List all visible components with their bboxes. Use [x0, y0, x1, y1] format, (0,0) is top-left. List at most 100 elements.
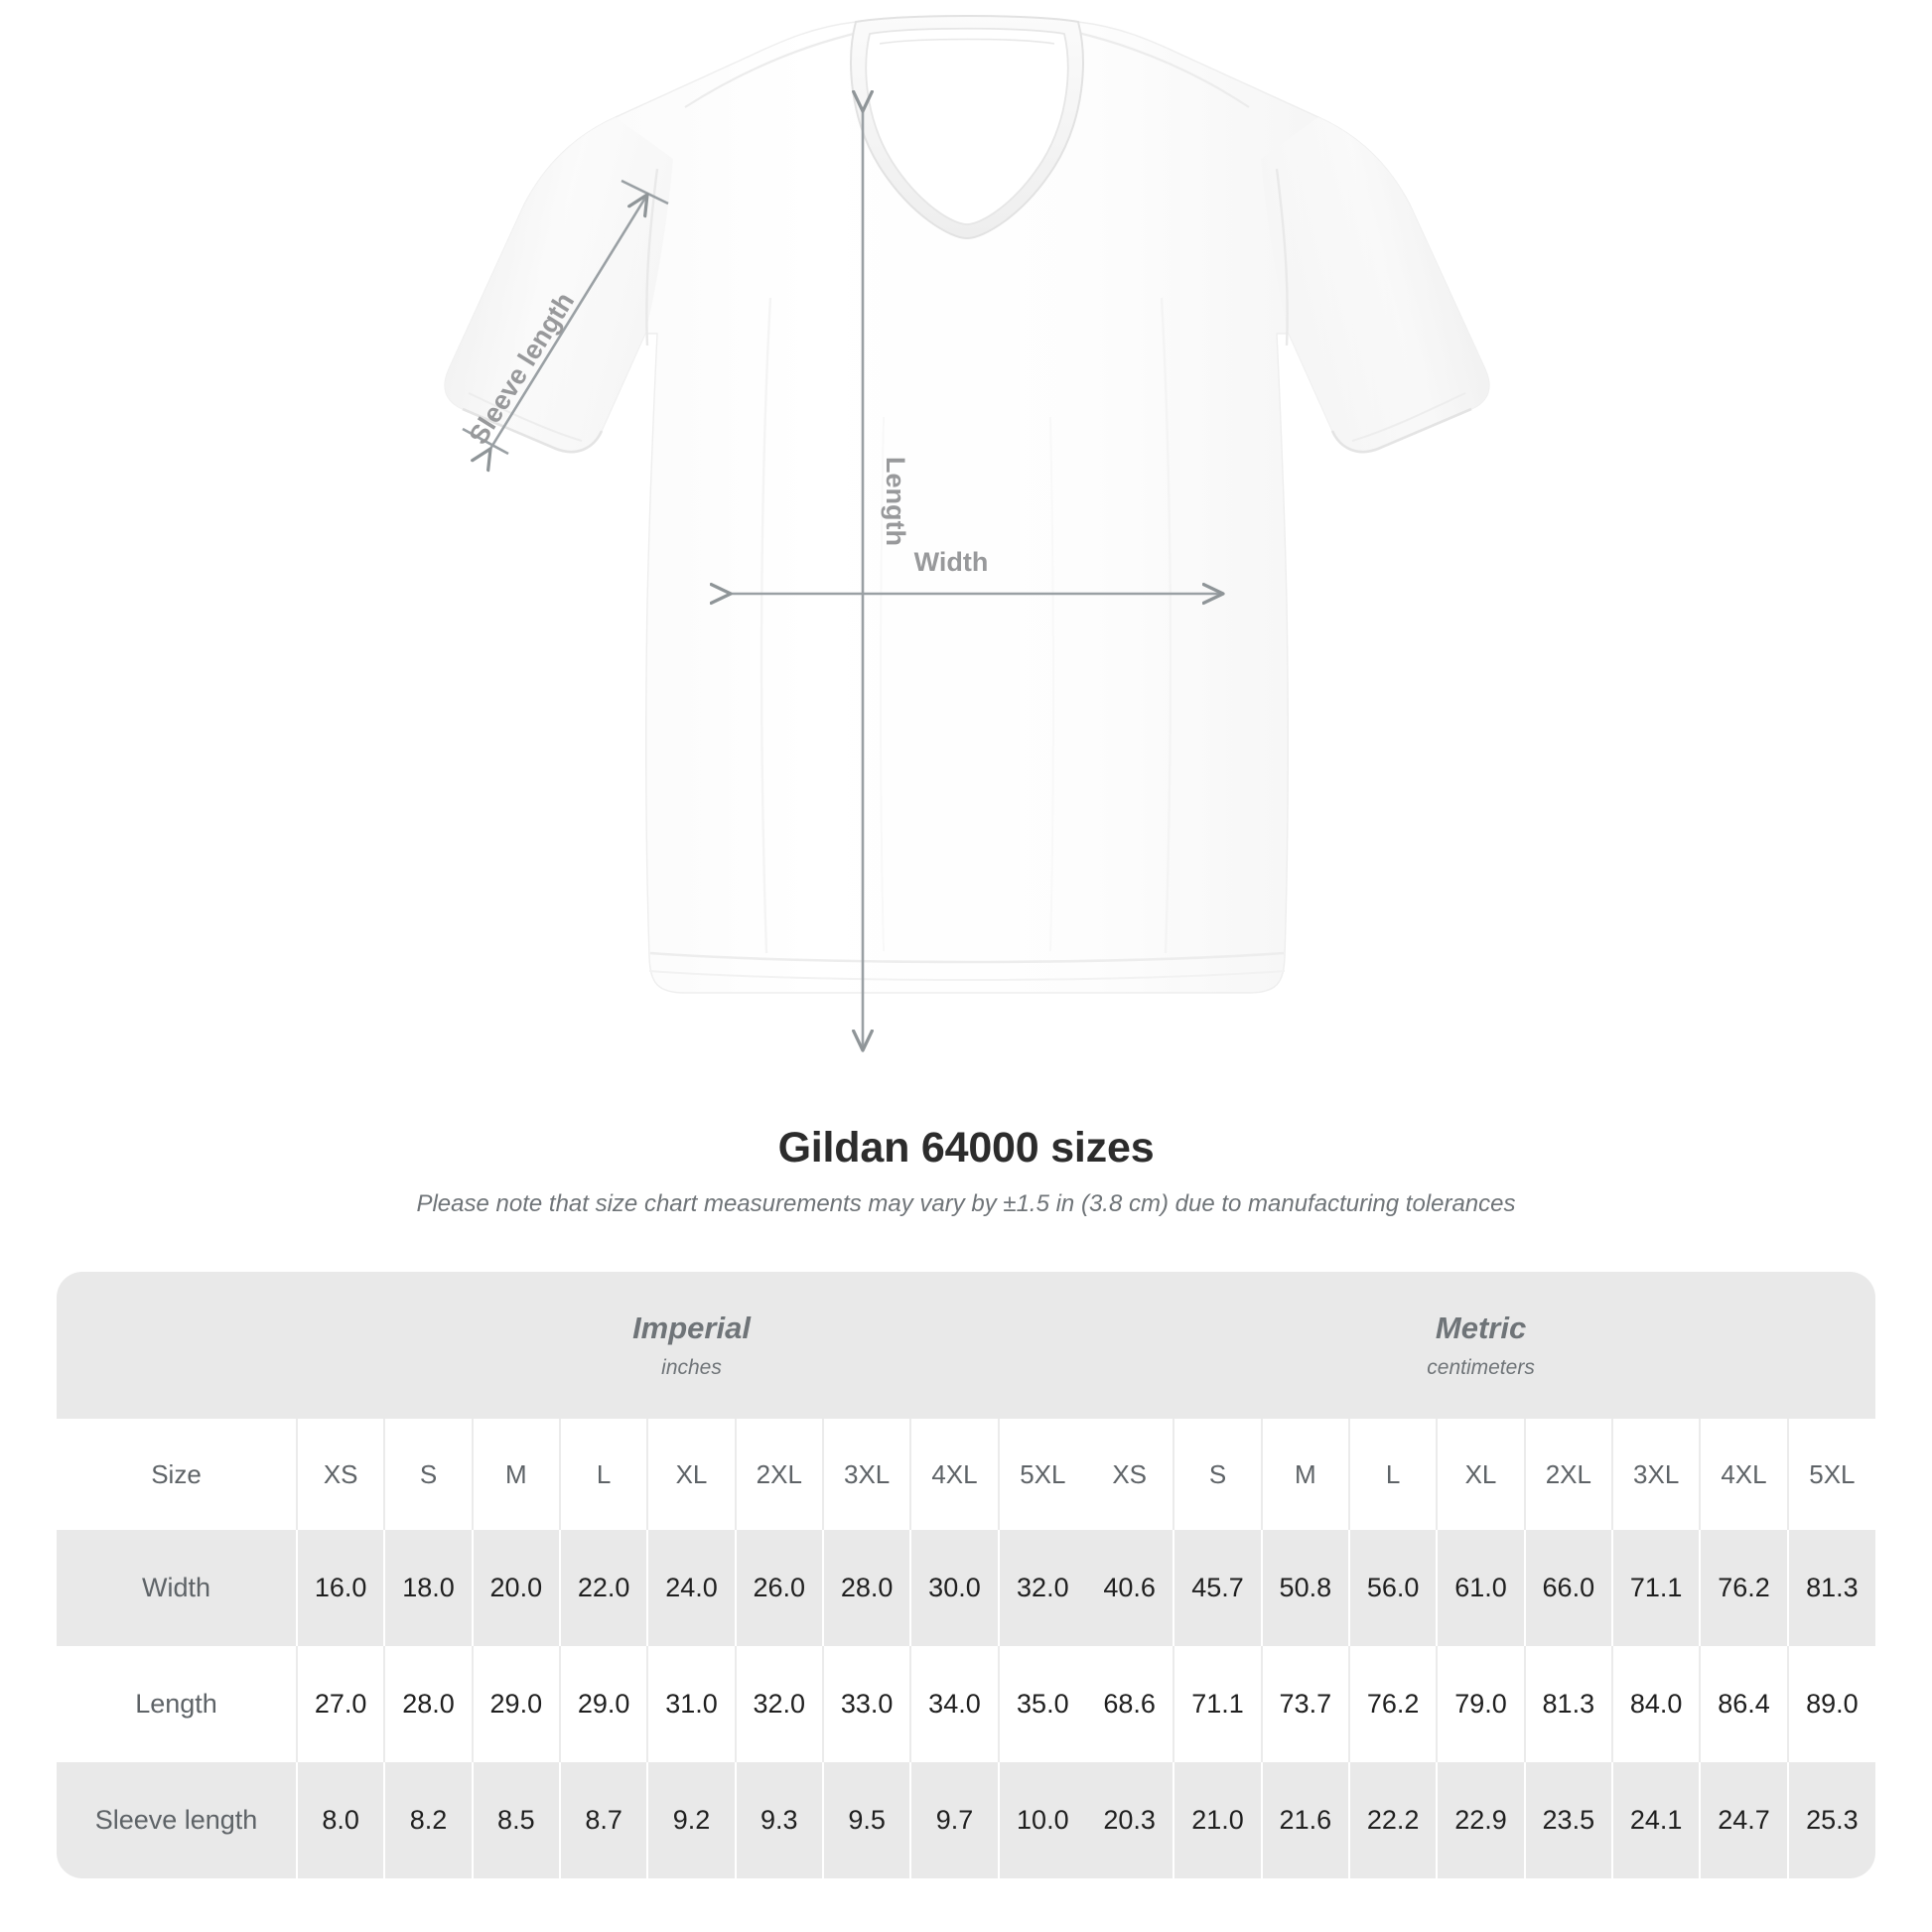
row-label-length: Length [57, 1646, 297, 1762]
cell-length-metric-l: 76.2 [1347, 1646, 1438, 1762]
tolerance-note: Please note that size chart measurements… [416, 1190, 1516, 1218]
cell-sleeve-metric-5xl: 25.3 [1786, 1762, 1876, 1878]
cell-width-metric-m: 50.8 [1260, 1530, 1349, 1646]
size-header-imperial-xs: XS [295, 1419, 385, 1530]
size-header-imperial-3xl: 3XL [821, 1419, 911, 1530]
tshirt-diagram: Length Width Sleeve length [444, 15, 1490, 1112]
table-row: Length 27.0 28.0 29.0 29.0 31.0 32.0 33.… [57, 1646, 1876, 1762]
page-title: Gildan 64000 sizes [777, 1124, 1155, 1172]
table-row: Width 16.0 18.0 20.0 22.0 24.0 26.0 28.0… [57, 1530, 1876, 1646]
cell-width-imperial-m: 20.0 [471, 1530, 560, 1646]
cell-width-metric-4xl: 76.2 [1699, 1530, 1788, 1646]
cell-sleeve-imperial-m: 8.5 [471, 1762, 560, 1878]
size-header-metric-xs: XS [1086, 1419, 1174, 1530]
width-label: Width [914, 547, 989, 577]
cell-length-metric-5xl: 89.0 [1786, 1646, 1876, 1762]
size-header-imperial-m: M [471, 1419, 560, 1530]
cell-sleeve-metric-4xl: 24.7 [1699, 1762, 1788, 1878]
unit-system-row: Imperial inches Metric centimeters [57, 1272, 1876, 1419]
cell-sleeve-imperial-3xl: 9.5 [821, 1762, 911, 1878]
cell-width-metric-5xl: 81.3 [1786, 1530, 1876, 1646]
size-chart-table-container: Imperial inches Metric centimeters Size … [57, 1272, 1876, 1878]
cell-width-imperial-5xl: 32.0 [997, 1530, 1087, 1646]
cell-length-imperial-xs: 27.0 [295, 1646, 385, 1762]
cell-length-metric-3xl: 84.0 [1610, 1646, 1701, 1762]
size-header-metric-5xl: 5XL [1786, 1419, 1876, 1530]
cell-sleeve-metric-l: 22.2 [1347, 1762, 1438, 1878]
row-label-width: Width [57, 1530, 297, 1646]
row-label-sleeve-length: Sleeve length [57, 1762, 297, 1878]
cell-sleeve-metric-2xl: 23.5 [1523, 1762, 1612, 1878]
cell-sleeve-imperial-s: 8.2 [383, 1762, 473, 1878]
cell-width-imperial-s: 18.0 [383, 1530, 473, 1646]
unit-cell-metric: Metric centimeters [1086, 1272, 1876, 1419]
shirt-shape [444, 15, 1490, 994]
table-row: Sleeve length 8.0 8.2 8.5 8.7 9.2 9.3 9.… [57, 1762, 1876, 1878]
cell-sleeve-imperial-xl: 9.2 [646, 1762, 736, 1878]
size-header-metric-4xl: 4XL [1699, 1419, 1788, 1530]
cell-length-metric-4xl: 86.4 [1699, 1646, 1788, 1762]
cell-sleeve-imperial-4xl: 9.7 [909, 1762, 999, 1878]
unit-sub-imperial: inches [661, 1355, 722, 1379]
cell-width-metric-3xl: 71.1 [1610, 1530, 1701, 1646]
cell-length-imperial-3xl: 33.0 [821, 1646, 911, 1762]
size-header-metric-2xl: 2XL [1523, 1419, 1612, 1530]
cell-sleeve-imperial-5xl: 10.0 [997, 1762, 1087, 1878]
cell-width-metric-xs: 40.6 [1086, 1530, 1174, 1646]
size-header-label: Size [57, 1419, 297, 1530]
cell-length-imperial-l: 29.0 [558, 1646, 648, 1762]
cell-width-metric-xl: 61.0 [1436, 1530, 1525, 1646]
unit-sub-metric: centimeters [1427, 1355, 1535, 1379]
size-header-row: Size XS S M L XL 2XL 3XL 4XL 5XL XS S M … [57, 1419, 1876, 1530]
size-header-metric-xl: XL [1436, 1419, 1525, 1530]
size-header-metric-m: M [1260, 1419, 1349, 1530]
cell-length-imperial-5xl: 35.0 [997, 1646, 1087, 1762]
unit-cell-imperial: Imperial inches [297, 1272, 1087, 1419]
cell-length-metric-xs: 68.6 [1086, 1646, 1174, 1762]
size-header-imperial-4xl: 4XL [909, 1419, 999, 1530]
size-header-imperial-2xl: 2XL [734, 1419, 823, 1530]
cell-width-imperial-xs: 16.0 [295, 1530, 385, 1646]
cell-width-imperial-4xl: 30.0 [909, 1530, 999, 1646]
cell-sleeve-metric-m: 21.6 [1260, 1762, 1349, 1878]
size-header-imperial-s: S [383, 1419, 473, 1530]
cell-width-metric-l: 56.0 [1347, 1530, 1438, 1646]
cell-sleeve-metric-xl: 22.9 [1436, 1762, 1525, 1878]
cell-width-imperial-l: 22.0 [558, 1530, 648, 1646]
size-header-imperial-l: L [558, 1419, 648, 1530]
cell-sleeve-imperial-l: 8.7 [558, 1762, 648, 1878]
cell-width-imperial-3xl: 28.0 [821, 1530, 911, 1646]
cell-sleeve-imperial-xs: 8.0 [295, 1762, 385, 1878]
cell-length-metric-2xl: 81.3 [1523, 1646, 1612, 1762]
width-dimension: Width [731, 547, 1223, 594]
size-chart-table: Imperial inches Metric centimeters Size … [57, 1272, 1876, 1878]
cell-length-metric-s: 71.1 [1173, 1646, 1262, 1762]
tshirt-illustration: Length Width Sleeve length [444, 15, 1490, 1112]
size-header-metric-3xl: 3XL [1610, 1419, 1701, 1530]
unit-name-imperial: Imperial [632, 1311, 751, 1346]
cell-width-imperial-2xl: 26.0 [734, 1530, 823, 1646]
cell-length-imperial-s: 28.0 [383, 1646, 473, 1762]
size-header-imperial-5xl: 5XL [997, 1419, 1087, 1530]
cell-width-imperial-xl: 24.0 [646, 1530, 736, 1646]
cell-sleeve-metric-3xl: 24.1 [1610, 1762, 1701, 1878]
size-header-metric-l: L [1347, 1419, 1438, 1530]
cell-length-metric-m: 73.7 [1260, 1646, 1349, 1762]
cell-width-metric-s: 45.7 [1173, 1530, 1262, 1646]
chart-header: Gildan 64000 sizes Please note that size… [0, 1124, 1932, 1219]
cell-length-imperial-2xl: 32.0 [734, 1646, 823, 1762]
cell-length-imperial-m: 29.0 [471, 1646, 560, 1762]
cell-sleeve-metric-xs: 20.3 [1086, 1762, 1174, 1878]
cell-sleeve-metric-s: 21.0 [1173, 1762, 1262, 1878]
cell-length-metric-xl: 79.0 [1436, 1646, 1525, 1762]
cell-length-imperial-xl: 31.0 [646, 1646, 736, 1762]
cell-sleeve-imperial-2xl: 9.3 [734, 1762, 823, 1878]
length-label: Length [881, 457, 910, 546]
unit-name-metric: Metric [1435, 1311, 1527, 1346]
size-header-imperial-xl: XL [646, 1419, 736, 1530]
unit-row-spacer [57, 1272, 297, 1419]
length-dimension: Length [863, 111, 910, 1050]
cell-length-imperial-4xl: 34.0 [909, 1646, 999, 1762]
size-header-metric-s: S [1173, 1419, 1262, 1530]
cell-width-metric-2xl: 66.0 [1523, 1530, 1612, 1646]
